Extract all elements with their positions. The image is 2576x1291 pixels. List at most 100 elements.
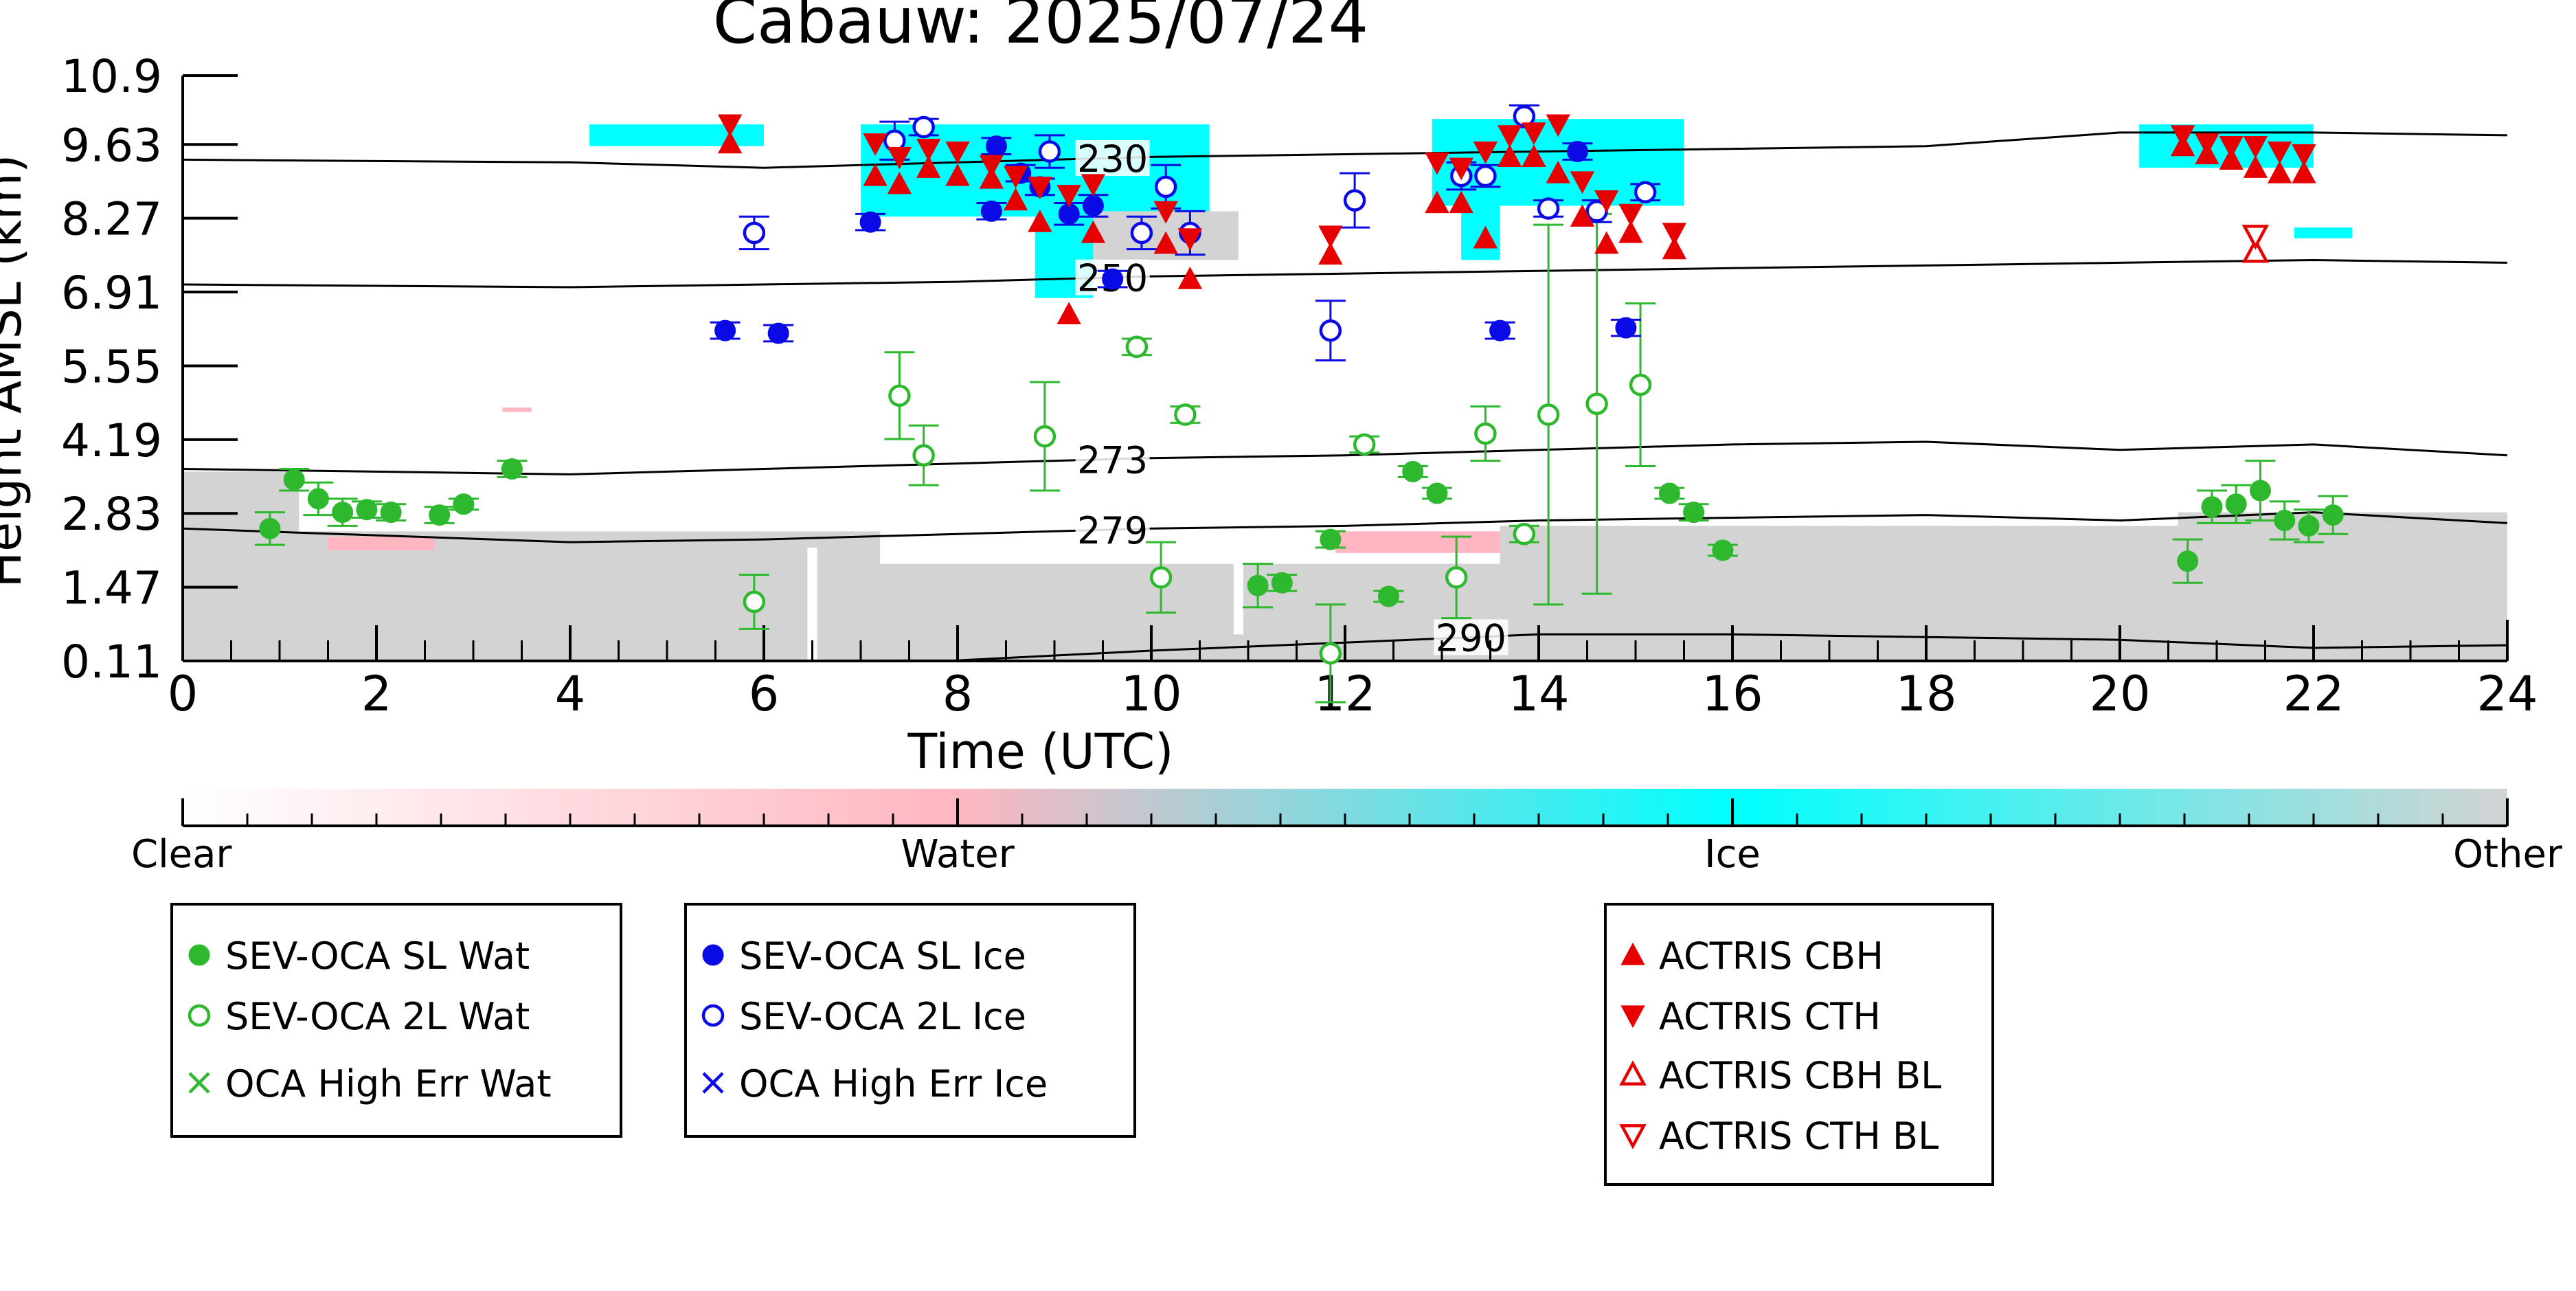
data-point <box>259 517 281 539</box>
legend-marker-shape <box>1619 1060 1647 1086</box>
data-point-shape <box>1153 201 1178 224</box>
data-point-shape <box>1662 236 1687 260</box>
data-point <box>859 211 881 233</box>
data-point <box>1082 195 1104 217</box>
data-point-shape <box>717 131 743 154</box>
x-tick-label: 20 <box>2089 666 2150 722</box>
data-point <box>1662 223 1687 246</box>
bg-water-patch <box>1335 531 1500 553</box>
data-point-shape <box>1513 522 1536 546</box>
data-point-shape <box>2225 493 2247 515</box>
data-point <box>2292 161 2316 183</box>
legend-label: SEV-OCA 2L Wat <box>225 995 530 1038</box>
data-point <box>1629 373 1652 396</box>
data-point-shape <box>1473 225 1498 249</box>
data-point <box>979 166 1004 189</box>
data-point <box>863 163 888 186</box>
data-point <box>453 493 475 515</box>
legend-marker <box>702 1072 724 1094</box>
data-point <box>887 171 912 194</box>
data-point-shape <box>1449 190 1473 214</box>
data-point <box>1426 482 1448 504</box>
data-point-shape <box>429 504 451 526</box>
x-axis-label: Time (UTC) <box>907 723 1174 780</box>
data-point-shape <box>743 590 766 614</box>
data-point <box>1377 585 1399 607</box>
legend-label: OCA High Err Ice <box>739 1062 1048 1105</box>
data-point <box>1318 242 1343 265</box>
data-point <box>1449 190 1473 214</box>
data-point-shape <box>1594 190 1619 213</box>
data-point-shape <box>1125 335 1149 359</box>
data-point <box>767 322 789 344</box>
bg-low-cloud <box>880 563 1500 661</box>
data-point <box>2241 225 2270 250</box>
data-point <box>888 384 911 407</box>
data-point <box>1003 166 1028 189</box>
legend-marker-shape <box>701 1004 725 1027</box>
data-point <box>1247 574 1269 596</box>
legend-marker <box>1619 1060 1647 1086</box>
y-tick-label: 6.91 <box>61 267 162 319</box>
data-point-shape <box>1057 302 1081 325</box>
data-point-shape <box>1320 528 1342 550</box>
data-point <box>1618 220 1643 243</box>
data-point-shape <box>2292 161 2316 183</box>
data-point-shape <box>887 171 912 194</box>
data-point <box>1570 171 1595 194</box>
data-point <box>1177 228 1203 251</box>
legend-marker <box>188 944 210 966</box>
data-point-shape <box>2243 136 2268 159</box>
data-point <box>912 444 935 467</box>
legend-label: SEV-OCA 2L Ice <box>739 995 1026 1038</box>
data-point-shape <box>1662 223 1687 246</box>
isotherm-label: 230 <box>1077 137 1148 181</box>
data-point <box>1498 125 1522 148</box>
data-point <box>1537 403 1560 426</box>
data-point-shape <box>1081 220 1106 243</box>
data-point <box>1057 302 1081 325</box>
data-point-shape <box>1081 174 1106 197</box>
bg-ice-cloud <box>2294 227 2353 238</box>
data-point <box>307 488 329 510</box>
data-point <box>1615 317 1637 339</box>
isotherm-label-bg <box>1075 441 1150 478</box>
bg-low-cloud <box>183 531 881 661</box>
bg-water-patch <box>502 407 532 412</box>
data-point-shape <box>1318 242 1343 265</box>
data-point-shape <box>501 458 523 480</box>
data-point-shape <box>1474 164 1497 188</box>
data-point <box>1566 141 1588 163</box>
data-point-shape <box>356 499 378 521</box>
data-point-shape <box>979 155 1004 178</box>
data-point-shape <box>453 493 475 515</box>
data-point <box>1033 425 1057 448</box>
data-point-shape <box>859 211 881 233</box>
data-point-shape <box>1498 144 1522 168</box>
data-point-shape <box>1585 392 1608 415</box>
data-point-shape <box>1658 482 1680 504</box>
data-point <box>1474 422 1497 445</box>
data-point-shape <box>1712 539 1734 561</box>
bg-ice-cloud <box>589 124 764 146</box>
legend-marker-shape <box>702 944 724 966</box>
colorbar-label-water: Water <box>901 832 1015 877</box>
isotherm-label: 290 <box>1436 616 1506 660</box>
data-point <box>1028 210 1052 232</box>
x-tick-label: 18 <box>1895 666 1956 722</box>
legend-marker <box>1620 1005 1645 1029</box>
data-point <box>1343 189 1366 212</box>
data-point-shape <box>767 322 789 344</box>
isotherm-label-bg <box>1075 140 1150 177</box>
legend-marker-shape <box>702 1072 724 1094</box>
data-point <box>1570 204 1595 227</box>
legend-frame <box>684 903 1136 1138</box>
data-point-shape <box>1570 171 1595 194</box>
data-point-shape <box>1489 319 1511 341</box>
data-point <box>1712 539 1734 561</box>
isotherm-label: 273 <box>1077 438 1148 482</box>
data-point <box>356 499 378 521</box>
data-point <box>1319 642 1342 665</box>
legend-label: ACTRIS CTH <box>1659 995 1881 1038</box>
data-point <box>1498 144 1522 168</box>
